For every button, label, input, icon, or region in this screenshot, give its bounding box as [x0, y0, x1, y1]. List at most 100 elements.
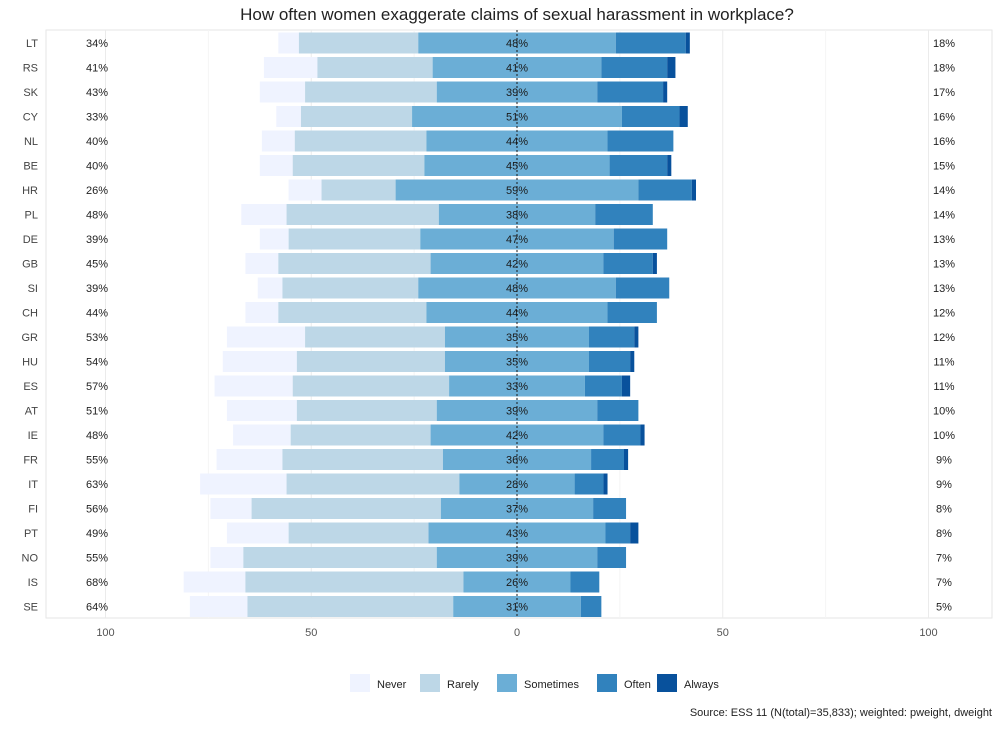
bar-segment-rarely — [296, 351, 445, 372]
x-tick-label: 50 — [305, 627, 317, 639]
right-percent-label: 12% — [933, 308, 955, 320]
center-percent-label: 39% — [506, 87, 528, 99]
category-label: IE — [28, 430, 38, 442]
value-labels: LT 34% 48% 18% RS 41% 41% 18% SK 43% 39% 17% CY 33% 51… — [22, 38, 956, 614]
center-percent-label: 42% — [506, 259, 528, 271]
category-label: BE — [23, 161, 38, 173]
legend-label: Often — [624, 679, 651, 691]
source-note: Source: ESS 11 (N(total)=35,833); weight… — [690, 707, 992, 719]
bar-segment-sometimes — [440, 498, 594, 519]
bar-segment-rarely — [292, 155, 425, 176]
bar-segment-often — [574, 473, 604, 495]
legend-swatch-rarely — [420, 674, 440, 692]
bar-segment-always — [630, 522, 639, 544]
bar-segment-always — [663, 81, 668, 103]
bar-segment-rarely — [305, 81, 437, 103]
bar-segment-never — [288, 179, 322, 201]
bar-segment-rarely — [278, 253, 431, 274]
bar-segment-rarely — [286, 204, 439, 225]
bar-segment-often — [597, 547, 627, 568]
bar-segment-never — [210, 498, 252, 519]
legend-label: Always — [684, 679, 719, 691]
bar-segment-always — [630, 351, 635, 372]
category-label: PL — [25, 210, 38, 222]
category-label: RS — [23, 63, 38, 75]
right-percent-label: 5% — [936, 602, 952, 614]
legend: Never Rarely Sometimes Often Always — [350, 674, 719, 692]
bar-segment-often — [591, 449, 624, 470]
bar-segment-never — [226, 522, 289, 544]
bar-segment-sometimes — [424, 155, 610, 176]
bar-segment-rarely — [321, 179, 396, 201]
bar-segment-never — [245, 302, 279, 323]
category-label: GB — [22, 259, 38, 271]
left-percent-label: 63% — [86, 479, 108, 491]
category-label: CH — [22, 308, 38, 320]
bar-segment-never — [245, 253, 279, 274]
category-label: IS — [28, 577, 38, 589]
bar-segment-often — [570, 571, 600, 593]
bar-segment-rarely — [278, 302, 427, 323]
left-percent-label: 57% — [86, 381, 108, 393]
right-percent-label: 17% — [933, 87, 955, 99]
bar-segment-never — [183, 571, 246, 593]
bar-segment-rarely — [243, 547, 437, 568]
bar-segment-sometimes — [444, 326, 590, 348]
legend-swatch-often — [597, 674, 617, 692]
left-percent-label: 51% — [86, 406, 108, 418]
left-percent-label: 53% — [86, 332, 108, 344]
bar-segment-always — [634, 326, 639, 348]
bar-segment-rarely — [245, 571, 464, 593]
bar-segment-never — [261, 130, 295, 152]
legend-label: Never — [377, 679, 407, 691]
bar-segment-never — [189, 596, 248, 617]
left-percent-label: 55% — [86, 455, 108, 467]
right-percent-label: 12% — [933, 332, 955, 344]
left-percent-label: 44% — [86, 308, 108, 320]
left-percent-label: 48% — [86, 210, 108, 222]
bar-segment-rarely — [305, 326, 445, 348]
legend-label: Sometimes — [524, 679, 580, 691]
left-percent-label: 26% — [86, 185, 108, 197]
bar-segment-never — [216, 449, 283, 470]
bar-segment-often — [589, 326, 635, 348]
right-percent-label: 9% — [936, 455, 952, 467]
bar-segment-never — [259, 81, 306, 103]
bar-segment-never — [210, 547, 244, 568]
bar-segment-never — [200, 473, 287, 495]
right-percent-label: 18% — [933, 38, 955, 50]
left-percent-label: 56% — [86, 504, 108, 516]
bar-segment-often — [603, 253, 653, 274]
right-percent-label: 7% — [936, 553, 952, 565]
bar-segment-rarely — [282, 449, 443, 470]
bar-segment-sometimes — [412, 106, 622, 127]
chart-title: How often women exaggerate claims of sex… — [240, 5, 794, 24]
left-percent-label: 45% — [86, 259, 108, 271]
right-percent-label: 11% — [933, 357, 954, 369]
right-percent-label: 7% — [936, 577, 952, 589]
right-percent-label: 8% — [936, 528, 952, 540]
category-label: FR — [23, 455, 38, 467]
bar-segment-often — [615, 32, 686, 54]
left-percent-label: 34% — [86, 38, 108, 50]
bar-segment-rarely — [282, 277, 419, 299]
bar-segment-never — [226, 400, 297, 421]
bar-segment-rarely — [288, 522, 429, 544]
category-label: LT — [26, 38, 38, 50]
legend-swatch-sometimes — [497, 674, 517, 692]
left-percent-label: 54% — [86, 357, 108, 369]
bar-segment-never — [259, 155, 293, 176]
bar-segment-often — [613, 228, 668, 250]
left-percent-label: 43% — [86, 87, 108, 99]
category-label: IT — [28, 479, 38, 491]
right-percent-label: 18% — [933, 63, 955, 75]
bar-segment-often — [580, 596, 602, 617]
bar-segment-rarely — [300, 106, 413, 127]
bar-segment-always — [667, 155, 672, 176]
left-percent-label: 49% — [86, 528, 108, 540]
category-label: CY — [23, 112, 39, 124]
bar-segment-often — [597, 400, 639, 421]
bar-segment-rarely — [292, 375, 450, 397]
bar-segment-often — [638, 179, 692, 201]
